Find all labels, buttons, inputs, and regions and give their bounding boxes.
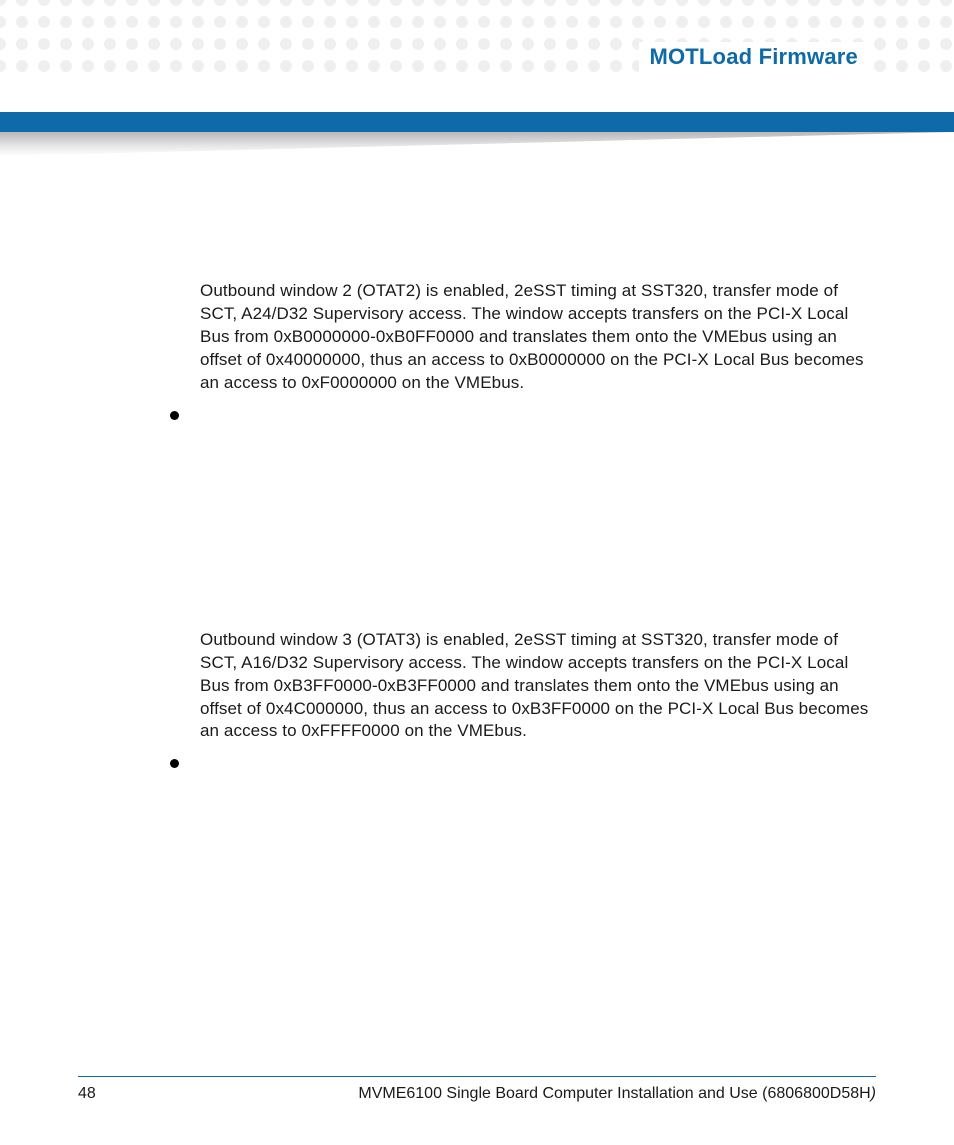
bullet-icon (170, 759, 179, 768)
bullet-item-1 (200, 409, 880, 429)
footer-document-title: MVME6100 Single Board Computer Installat… (358, 1085, 876, 1103)
page-content: Outbound window 2 (OTAT2) is enabled, 2e… (200, 280, 880, 977)
bullet-item-2 (200, 757, 880, 777)
footer-rule (78, 1076, 876, 1078)
footer-line: 48 MVME6100 Single Board Computer Instal… (78, 1085, 876, 1103)
footer-doc-suffix: ) (871, 1085, 876, 1102)
footer-doc-text: MVME6100 Single Board Computer Installat… (358, 1085, 870, 1102)
paragraph-otat3: Outbound window 3 (OTAT3) is enabled, 2e… (200, 629, 880, 744)
header-gray-wedge (0, 132, 954, 156)
header-blue-bar (0, 112, 954, 132)
bullet-icon (170, 411, 179, 420)
page-footer: 48 MVME6100 Single Board Computer Instal… (78, 1076, 876, 1104)
page-header-title: MOTLoad Firmware (639, 42, 868, 72)
page-number: 48 (78, 1085, 96, 1103)
paragraph-otat2: Outbound window 2 (OTAT2) is enabled, 2e… (200, 280, 880, 395)
